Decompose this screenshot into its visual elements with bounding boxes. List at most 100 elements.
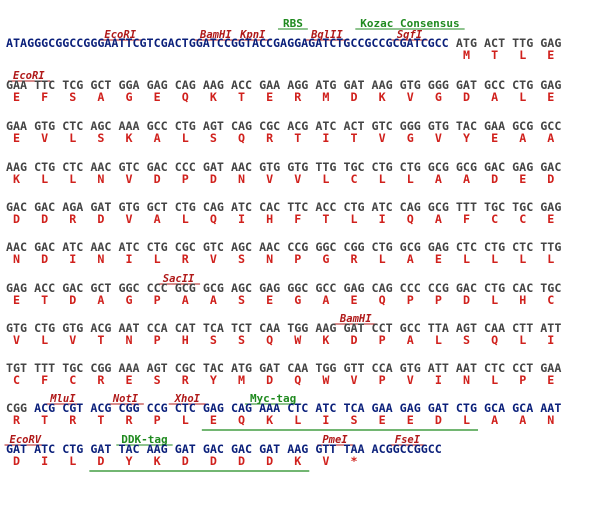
amino-acid: E (126, 373, 133, 387)
amino-acid: I (322, 413, 329, 427)
amino-acid: E (407, 413, 414, 427)
codon: AGC (231, 240, 252, 254)
codon: GGG (428, 78, 449, 92)
amino-acid: D (182, 454, 189, 468)
amino-acid: I (547, 333, 554, 347)
codon: TTC (34, 78, 55, 92)
amino-acid: V (266, 172, 273, 186)
amino-acid: L (69, 131, 76, 145)
amino-acid: K (154, 454, 161, 468)
codon: ACT (484, 36, 505, 50)
amino-acid: E (379, 413, 386, 427)
amino-acid: V (294, 172, 301, 186)
codon: CGC (259, 119, 280, 133)
codon: CTC (456, 240, 477, 254)
amino-acid: L (491, 293, 498, 307)
codon: TGC (484, 200, 505, 214)
amino-acid: D (154, 172, 161, 186)
amino-acid: P (182, 172, 189, 186)
codon: ATC (372, 200, 393, 214)
amino-acid: G (435, 90, 442, 104)
codon: ACT (343, 119, 364, 133)
amino-acid: E (547, 212, 554, 226)
codon: GAC (456, 281, 477, 295)
codon: GAG (343, 281, 364, 295)
codon: GTC (203, 240, 224, 254)
codon: ACC (231, 78, 252, 92)
amino-acid: V (126, 172, 133, 186)
amino-acid: R (97, 373, 105, 387)
amino-acid: K (126, 131, 133, 145)
codon: AAA (118, 119, 139, 133)
amino-acid: I (41, 454, 48, 468)
amino-acid: A (407, 333, 414, 347)
amino-acid: R (69, 212, 77, 226)
amino-acid: Q (294, 373, 301, 387)
codon: AGC (90, 119, 111, 133)
amino-acid: L (519, 333, 526, 347)
codon: GAG (512, 160, 533, 174)
codon: GCG (428, 200, 449, 214)
amino-acid: L (519, 252, 526, 266)
amino-acid: D (491, 172, 498, 186)
codon: GAG (203, 401, 224, 415)
codon: CTG (34, 321, 55, 335)
codon: CAA (287, 361, 308, 375)
amino-acid: L (41, 172, 48, 186)
codon: CAG (400, 200, 421, 214)
codon: TAA (343, 442, 364, 456)
codon: TCG (62, 78, 83, 92)
amino-acid: L (519, 90, 526, 104)
amino-acid: D (547, 172, 554, 186)
amino-acid: T (294, 131, 301, 145)
amino-acid: D (13, 212, 20, 226)
codon: CCA (147, 321, 168, 335)
amino-acid: E (350, 293, 357, 307)
amino-acid: D (210, 454, 217, 468)
codon: TCA (203, 321, 224, 335)
amino-acid: S (350, 413, 357, 427)
amino-acid: D (97, 212, 104, 226)
amino-acid: P (435, 293, 442, 307)
codon: ATC (315, 401, 336, 415)
amino-acid: I (435, 373, 442, 387)
codon: AAT (118, 321, 139, 335)
amino-acid: Q (238, 131, 245, 145)
amino-acid: S (238, 333, 245, 347)
codon: CGC (175, 240, 196, 254)
amino-acid: P (379, 333, 386, 347)
codon: TCT (231, 321, 252, 335)
amino-acid: L (379, 252, 386, 266)
codon: GAA (372, 401, 393, 415)
codon: AGA (62, 200, 83, 214)
amino-acid: P (154, 413, 161, 427)
enzyme-site: BamHI (339, 313, 372, 325)
amino-acid: S (238, 293, 245, 307)
codon: GAC (147, 160, 168, 174)
amino-acid: L (407, 172, 414, 186)
codon: AAG (147, 442, 168, 456)
amino-acid: C (547, 293, 554, 307)
amino-acid: F (463, 212, 470, 226)
codon: TTT (34, 361, 55, 375)
codon: CGG (90, 361, 111, 375)
amino-acid: T (97, 333, 104, 347)
amino-acid: D (350, 90, 357, 104)
codon: CCC (147, 281, 168, 295)
codon: GCG (203, 281, 224, 295)
amino-acid: F (41, 90, 48, 104)
amino-acid: V (407, 373, 414, 387)
codon: AGC (231, 281, 252, 295)
amino-acid: L (154, 252, 161, 266)
amino-acid: P (294, 252, 301, 266)
feature-label: Kozac Consensus (360, 17, 459, 30)
enzyme-site: PmeI (322, 434, 348, 446)
codon: CTG (147, 240, 168, 254)
amino-acid: L (182, 212, 189, 226)
amino-acid: Q (238, 413, 245, 427)
codon: CTG (512, 78, 533, 92)
enzyme-site: MluI (49, 393, 76, 405)
amino-acid: R (182, 373, 190, 387)
codon: ACG (90, 401, 111, 415)
codon: GAG (428, 240, 449, 254)
